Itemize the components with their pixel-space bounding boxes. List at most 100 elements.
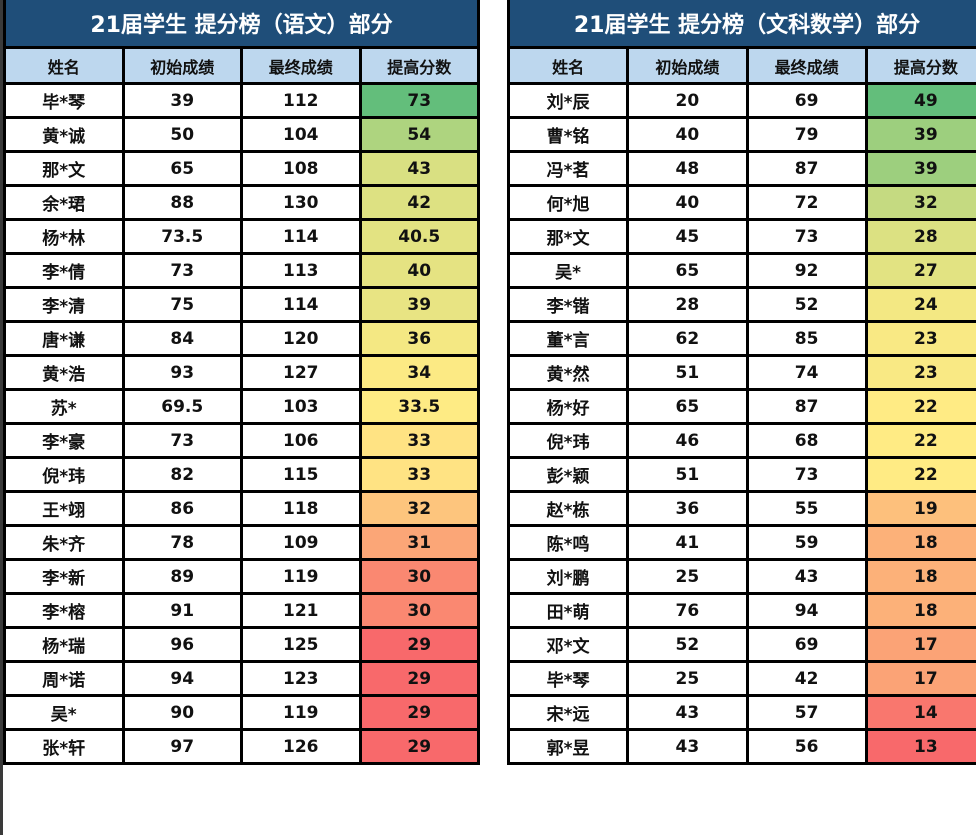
cell-initial: 90 bbox=[121, 694, 243, 731]
table-row: 倪*玮 46 68 22 bbox=[506, 422, 976, 459]
table-row: 郭*昱 43 56 13 bbox=[506, 728, 976, 765]
cell-final: 113 bbox=[240, 252, 362, 289]
cell-final: 123 bbox=[240, 660, 362, 697]
cell-name: 刘*鹏 bbox=[506, 558, 630, 595]
cell-name: 那*文 bbox=[3, 150, 125, 187]
table-body: 刘*辰 20 69 49 曹*铭 40 79 39 冯*茗 48 87 39 何*旭 40 72 32 那*文 4… bbox=[506, 82, 976, 765]
table-row: 唐*谦 84 120 36 bbox=[3, 320, 480, 357]
cell-final: 119 bbox=[240, 694, 362, 731]
cell-initial: 88 bbox=[121, 184, 243, 221]
cell-final: 87 bbox=[745, 388, 868, 425]
cell-improvement: 18 bbox=[864, 558, 976, 595]
cell-final: 87 bbox=[745, 150, 868, 187]
cell-initial: 84 bbox=[121, 320, 243, 357]
cell-final: 112 bbox=[240, 82, 362, 119]
table-row: 李*倩 73 113 40 bbox=[3, 252, 480, 289]
cell-improvement: 22 bbox=[864, 422, 976, 459]
table-row: 陈*鸣 41 59 18 bbox=[506, 524, 976, 561]
cell-improvement: 32 bbox=[358, 490, 480, 527]
cell-name: 李*豪 bbox=[3, 422, 125, 459]
cell-initial: 73.5 bbox=[121, 218, 243, 255]
cell-name: 陈*鸣 bbox=[506, 524, 630, 561]
cell-improvement: 14 bbox=[864, 694, 976, 731]
cell-improvement: 31 bbox=[358, 524, 480, 561]
cell-improvement: 33 bbox=[358, 456, 480, 493]
cell-improvement: 29 bbox=[358, 660, 480, 697]
cell-improvement: 19 bbox=[864, 490, 976, 527]
cell-initial: 65 bbox=[121, 150, 243, 187]
cell-name: 黄*浩 bbox=[3, 354, 125, 391]
cell-initial: 39 bbox=[121, 82, 243, 119]
cell-final: 109 bbox=[240, 524, 362, 561]
cell-name: 何*旭 bbox=[506, 184, 630, 221]
cell-improvement: 28 bbox=[864, 218, 976, 255]
cell-final: 103 bbox=[240, 388, 362, 425]
table-row: 杨*瑞 96 125 29 bbox=[3, 626, 480, 663]
cell-final: 130 bbox=[240, 184, 362, 221]
header-name: 姓名 bbox=[3, 46, 125, 85]
cell-name: 董*言 bbox=[506, 320, 630, 357]
cell-improvement: 22 bbox=[864, 456, 976, 493]
cell-initial: 20 bbox=[626, 82, 749, 119]
header-improvement: 提高分数 bbox=[864, 46, 976, 85]
header-improvement: 提高分数 bbox=[358, 46, 480, 85]
cell-initial: 82 bbox=[121, 456, 243, 493]
cell-initial: 91 bbox=[121, 592, 243, 629]
cell-name: 刘*辰 bbox=[506, 82, 630, 119]
table-row: 田*萌 76 94 18 bbox=[506, 592, 976, 629]
cell-initial: 78 bbox=[121, 524, 243, 561]
cell-name: 那*文 bbox=[506, 218, 630, 255]
cell-final: 57 bbox=[745, 694, 868, 731]
table-row: 刘*辰 20 69 49 bbox=[506, 82, 976, 119]
table-row: 王*翊 86 118 32 bbox=[3, 490, 480, 527]
cell-improvement: 39 bbox=[864, 116, 976, 153]
cell-improvement: 23 bbox=[864, 320, 976, 357]
cell-final: 114 bbox=[240, 218, 362, 255]
cell-final: 43 bbox=[745, 558, 868, 595]
cell-name: 曹*铭 bbox=[506, 116, 630, 153]
header-initial: 初始成绩 bbox=[121, 46, 243, 85]
cell-name: 吴* bbox=[3, 694, 125, 731]
cell-name: 倪*玮 bbox=[3, 456, 125, 493]
cell-final: 73 bbox=[745, 218, 868, 255]
cell-name: 唐*谦 bbox=[3, 320, 125, 357]
cell-improvement: 32 bbox=[864, 184, 976, 221]
cell-final: 72 bbox=[745, 184, 868, 221]
cell-final: 52 bbox=[745, 286, 868, 323]
cell-initial: 73 bbox=[121, 252, 243, 289]
cell-final: 125 bbox=[240, 626, 362, 663]
cell-improvement: 49 bbox=[864, 82, 976, 119]
cell-improvement: 39 bbox=[358, 286, 480, 323]
cell-improvement: 17 bbox=[864, 626, 976, 663]
cell-improvement: 22 bbox=[864, 388, 976, 425]
table-row: 宋*远 43 57 14 bbox=[506, 694, 976, 731]
cell-final: 127 bbox=[240, 354, 362, 391]
cell-initial: 45 bbox=[626, 218, 749, 255]
table-row: 李*锴 28 52 24 bbox=[506, 286, 976, 323]
cell-name: 郭*昱 bbox=[506, 728, 630, 765]
table-row: 倪*玮 82 115 33 bbox=[3, 456, 480, 493]
table-row: 朱*齐 78 109 31 bbox=[3, 524, 480, 561]
cell-improvement: 73 bbox=[358, 82, 480, 119]
cell-name: 杨*好 bbox=[506, 388, 630, 425]
cell-initial: 62 bbox=[626, 320, 749, 357]
cell-improvement: 18 bbox=[864, 592, 976, 629]
math-improvement-table: 21届学生 提分榜（文科数学）部分 姓名 初始成绩 最终成绩 提高分数 刘*辰 2… bbox=[506, 0, 976, 765]
cell-initial: 89 bbox=[121, 558, 243, 595]
table-title: 21届学生 提分榜（语文）部分 bbox=[3, 0, 480, 49]
cell-name: 倪*玮 bbox=[506, 422, 630, 459]
table-row: 毕*琴 25 42 17 bbox=[506, 660, 976, 697]
table-row: 曹*铭 40 79 39 bbox=[506, 116, 976, 153]
table-row: 李*榕 91 121 30 bbox=[3, 592, 480, 629]
cell-initial: 65 bbox=[626, 252, 749, 289]
table-row: 邓*文 52 69 17 bbox=[506, 626, 976, 663]
cell-final: 120 bbox=[240, 320, 362, 357]
cell-final: 119 bbox=[240, 558, 362, 595]
cell-name: 黄*诚 bbox=[3, 116, 125, 153]
cell-final: 56 bbox=[745, 728, 868, 765]
cell-name: 黄*然 bbox=[506, 354, 630, 391]
cell-name: 苏* bbox=[3, 388, 125, 425]
table-row: 李*豪 73 106 33 bbox=[3, 422, 480, 459]
cell-improvement: 27 bbox=[864, 252, 976, 289]
cell-initial: 76 bbox=[626, 592, 749, 629]
